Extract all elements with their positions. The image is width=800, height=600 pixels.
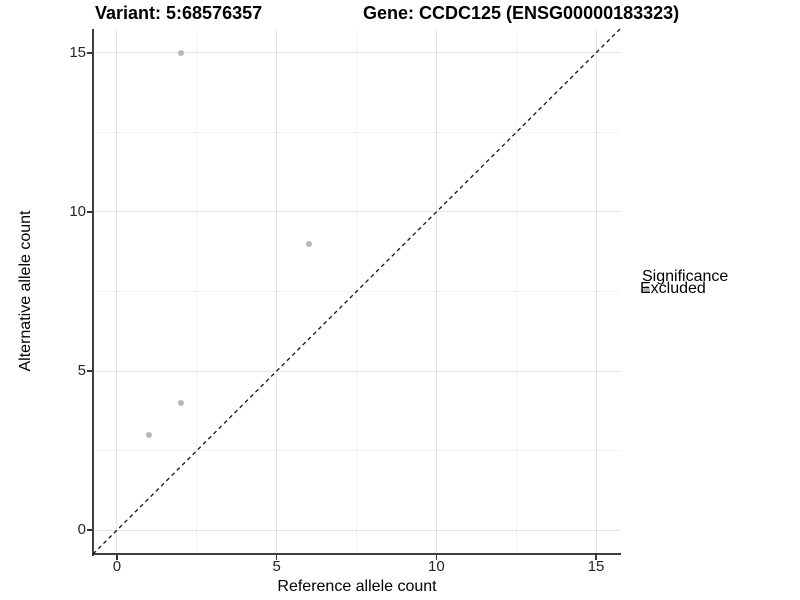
gridline-major-y [93,529,620,531]
y-axis-line [92,29,94,556]
x-tick-label: 10 [428,558,445,575]
data-point [145,431,152,438]
y-tick-label: 10 [69,202,86,220]
x-tick-label: 15 [587,558,605,575]
gridline-major-y [93,370,620,372]
y-tick-label: 0 [77,521,86,539]
y-axis-tick [87,529,92,531]
y-axis-tick [87,370,92,372]
y-tick-label: 15 [69,43,86,61]
variant-title: Variant: 5:68576357 [95,3,263,23]
data-point [305,240,312,247]
x-axis-tick [116,555,118,560]
x-axis-line [92,553,621,555]
legend-point-icon [643,285,650,293]
data-point [177,49,184,56]
x-axis-tick [275,555,278,560]
gridline-major-y [93,52,620,54]
gridline-major-y [93,211,620,213]
x-tick-label: 0 [112,558,122,575]
gridline-major-x [276,29,278,554]
x-axis-tick [595,555,597,560]
data-point [177,399,184,406]
x-tick-label: 5 [272,558,281,575]
gridline-major-x [595,29,597,554]
y-axis-tick [87,52,92,54]
gene-title: Gene: CCDC125 (ENSG00000183323) [363,3,680,23]
x-axis-tick [435,555,438,560]
x-axis-title: Reference allele count [277,578,437,595]
y-axis-tick [87,211,92,213]
y-tick-label: 5 [77,362,86,380]
legend: Significance Excluded [640,268,798,318]
gridline-minor-y [93,131,620,133]
gridline-minor-y [93,450,620,452]
gridline-major-x [116,29,118,554]
gridline-major-x [435,29,437,554]
gridline-minor-y [93,291,620,292]
legend-title: Significance [642,268,729,285]
legend-entry-label: Excluded [640,280,706,297]
y-axis-title: Alternative allele count [17,210,34,372]
